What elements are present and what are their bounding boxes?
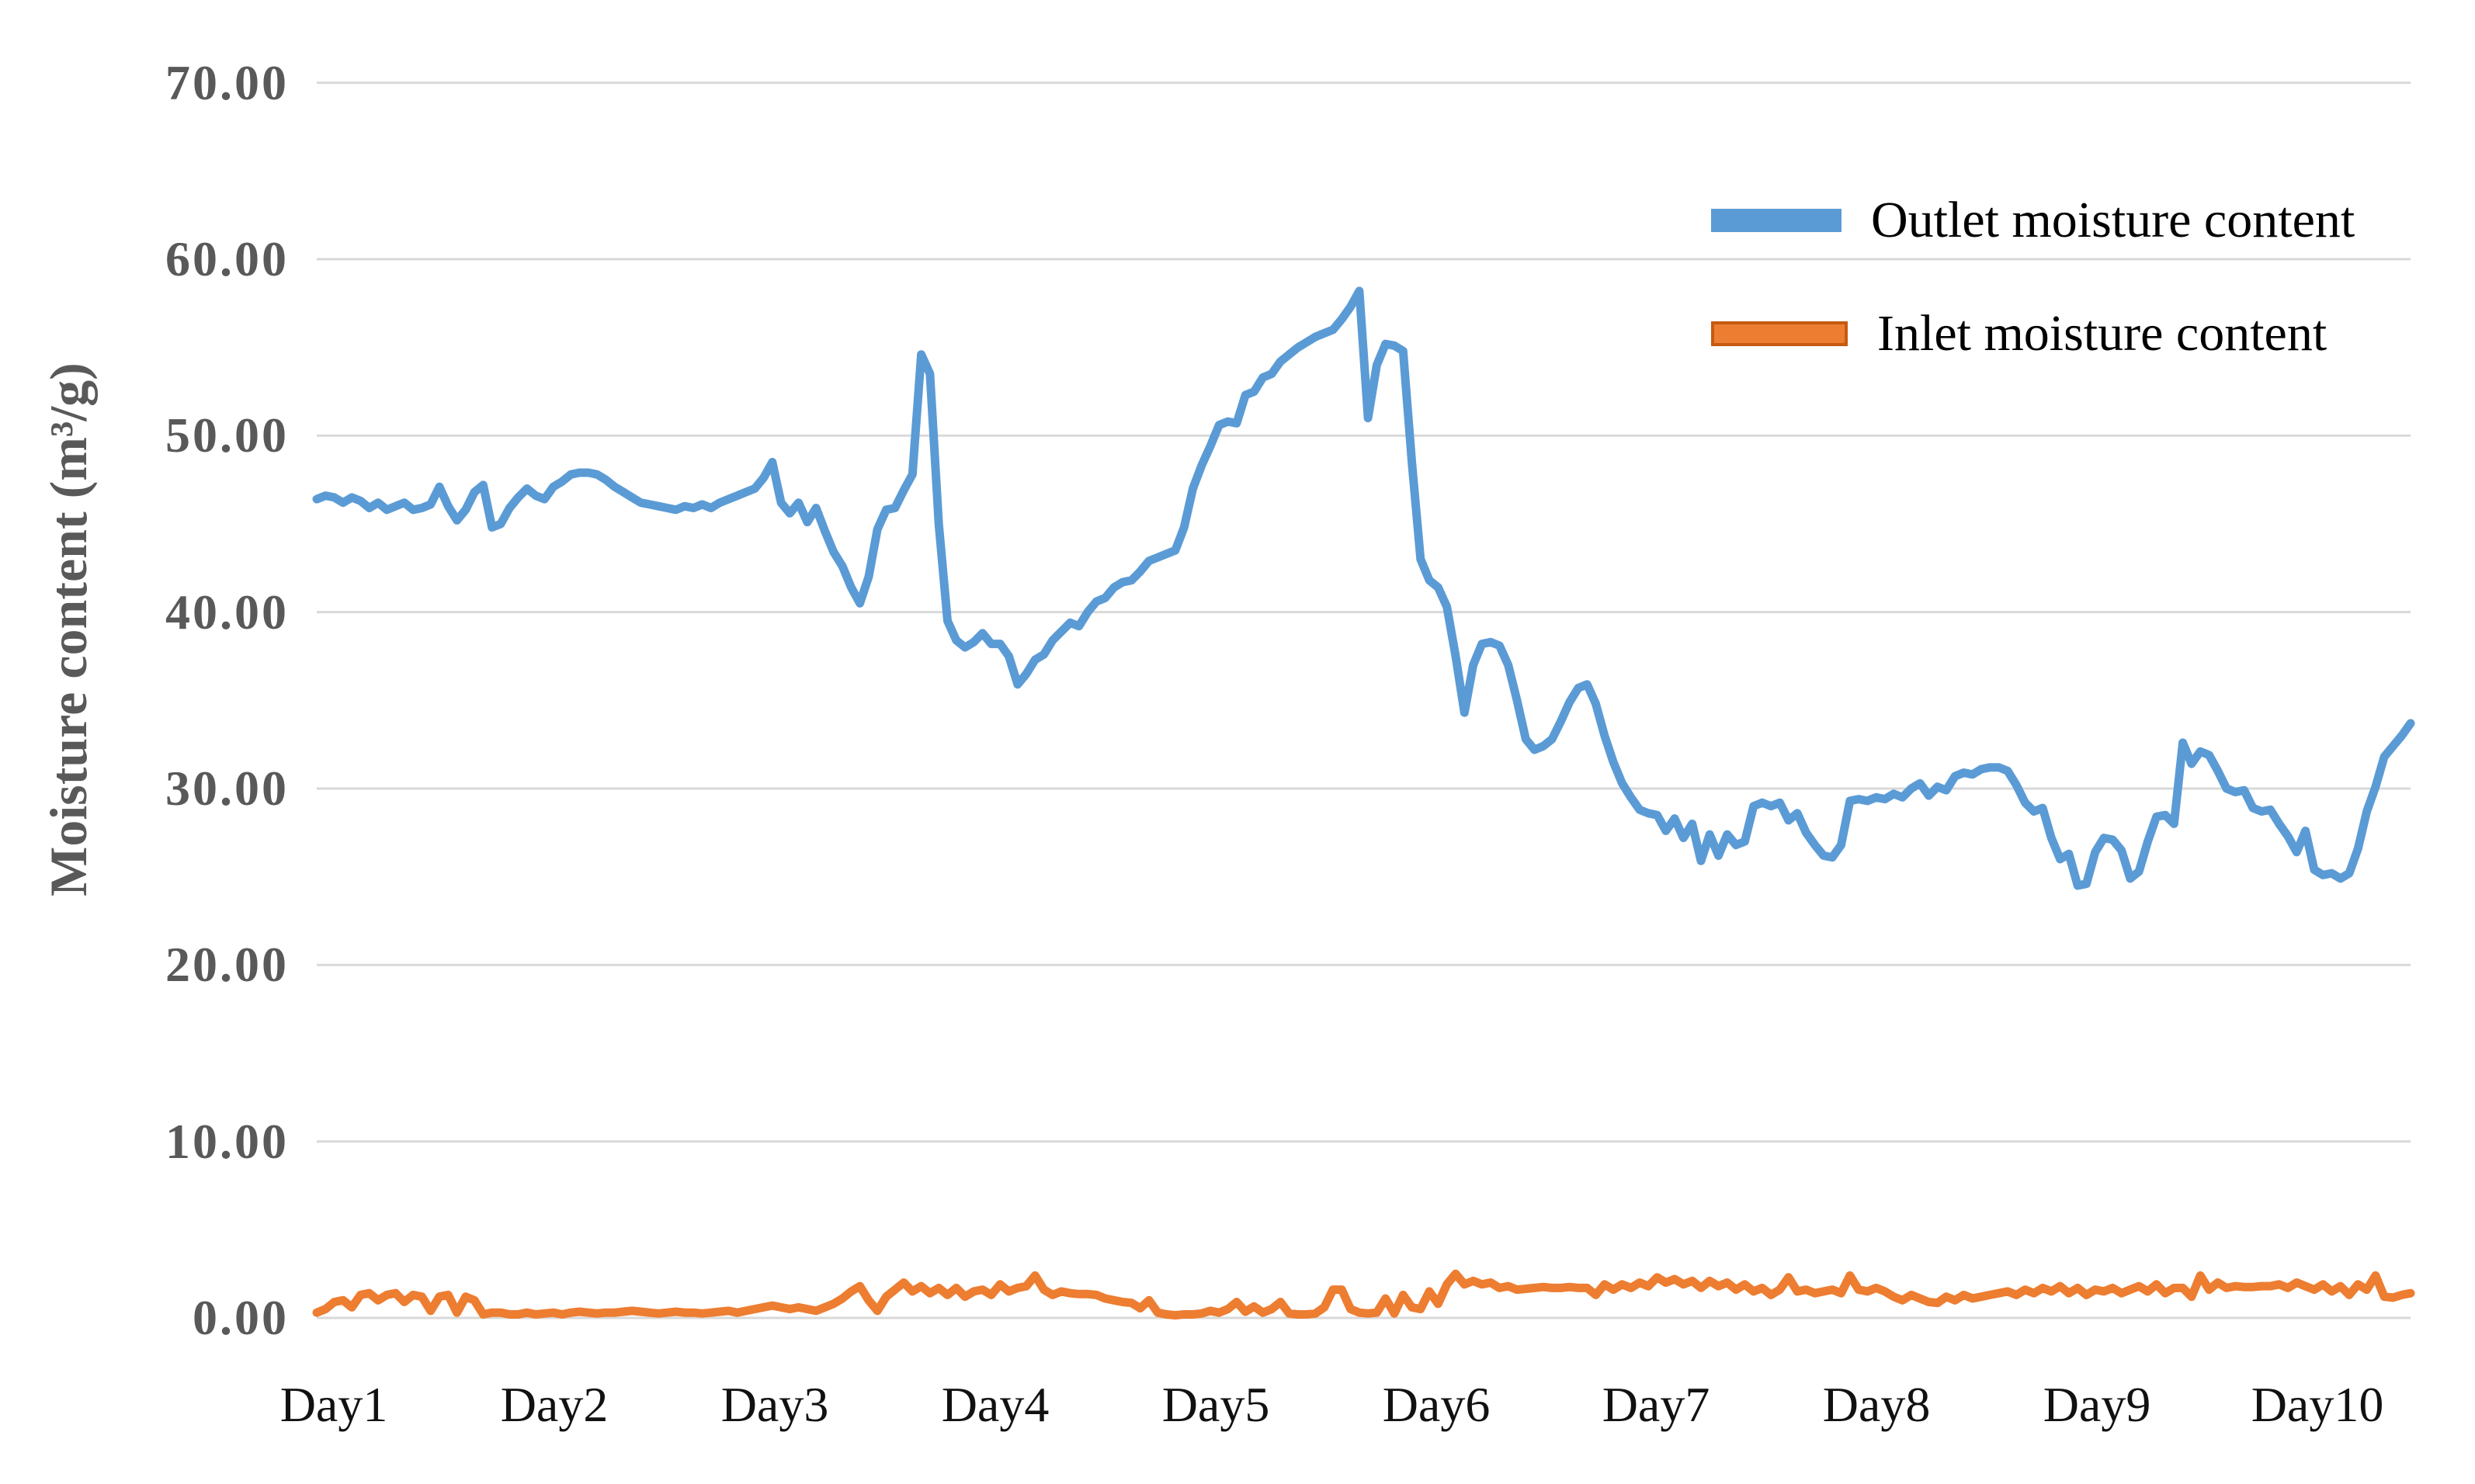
y-tick-label-70.00: 70.00 <box>165 55 289 110</box>
x-tick-label-Day4: Day4 <box>941 1377 1050 1432</box>
x-tick-label-Day10: Day10 <box>2251 1377 2384 1432</box>
inlet-moisture-line <box>312 1269 2415 1320</box>
x-tick-label-Day7: Day7 <box>1602 1377 1710 1432</box>
x-tick-label-Day5: Day5 <box>1161 1377 1270 1432</box>
y-tick-label-30.00: 30.00 <box>165 761 289 816</box>
y-tick-label-20.00: 20.00 <box>165 937 289 992</box>
legend-item-outlet: Outlet moisture content <box>1711 189 2355 251</box>
legend-label-outlet: Outlet moisture content <box>1871 192 2355 248</box>
y-tick-label-50.00: 50.00 <box>165 407 289 463</box>
gridlines <box>317 81 2411 1319</box>
legend-swatch-inlet <box>1711 321 1848 346</box>
y-tick-label-0.00: 0.00 <box>193 1290 289 1345</box>
x-tick-label-Day6: Day6 <box>1382 1377 1491 1432</box>
legend-swatch-outlet <box>1711 209 1841 232</box>
x-tick-label-Day1: Day1 <box>279 1377 388 1432</box>
legend-label-inlet: Inlet moisture content <box>1877 305 2327 362</box>
x-tick-label-Day8: Day8 <box>1822 1377 1931 1432</box>
y-tick-label-60.00: 60.00 <box>165 231 289 286</box>
legend-item-inlet: Inlet moisture content <box>1711 303 2327 365</box>
y-tick-label-40.00: 40.00 <box>165 584 289 640</box>
outlet-moisture-line <box>312 286 2415 890</box>
x-tick-label-Day3: Day3 <box>720 1377 829 1432</box>
y-tick-label-10.00: 10.00 <box>165 1114 289 1169</box>
x-tick-label-Day9: Day9 <box>2043 1377 2151 1432</box>
x-tick-label-Day2: Day2 <box>500 1377 609 1432</box>
